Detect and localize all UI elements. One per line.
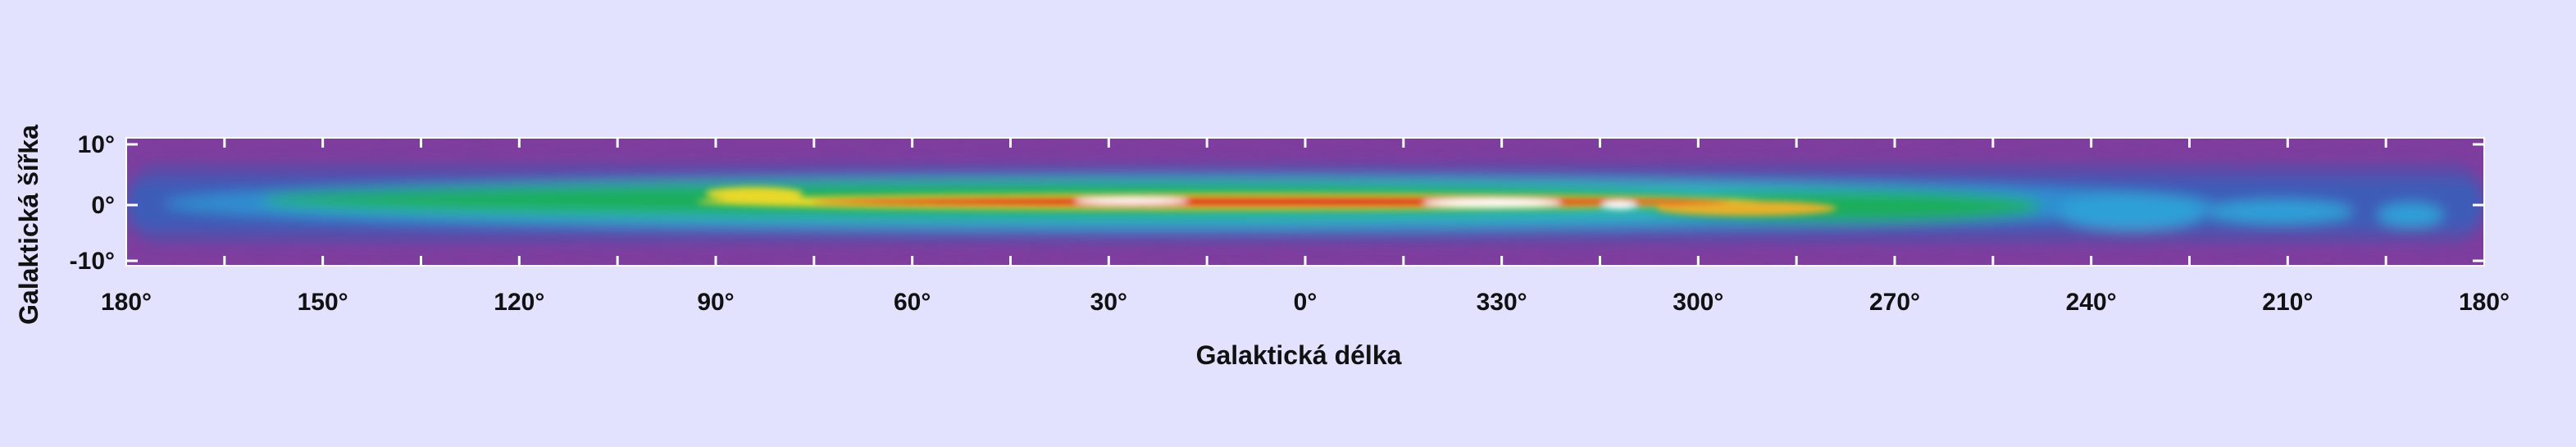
x-tick-label: 60° (894, 289, 931, 316)
tick-marks (126, 138, 2484, 266)
x-tick-label: 330° (1477, 289, 1527, 316)
x-tick-label: 180° (101, 289, 152, 316)
emission-map (126, 138, 2484, 266)
y-tick-label: 0° (91, 192, 115, 219)
x-tick-label: 120° (494, 289, 544, 316)
x-tick-label: 90° (697, 289, 734, 316)
x-tick-label: 150° (298, 289, 348, 316)
x-tick-label: 300° (1673, 289, 1723, 316)
y-tick-label: -10° (70, 248, 115, 275)
x-tick-label: 0° (1294, 289, 1318, 316)
y-tick-label: 10° (78, 131, 115, 158)
x-axis-label: Galaktická délka (1196, 340, 1402, 370)
x-tick-label: 180° (2459, 289, 2510, 316)
axis-labels: 180° 150° 120° 90° 60° 30° 0° 330° 300° 270° 240° 2… (70, 131, 2510, 316)
x-tick-label: 240° (2066, 289, 2117, 316)
y-axis-label: Galaktická šířka (14, 125, 43, 325)
x-tick-label: 30° (1090, 289, 1127, 316)
x-tick-label: 210° (2262, 289, 2313, 316)
x-tick-label: 270° (1869, 289, 1920, 316)
